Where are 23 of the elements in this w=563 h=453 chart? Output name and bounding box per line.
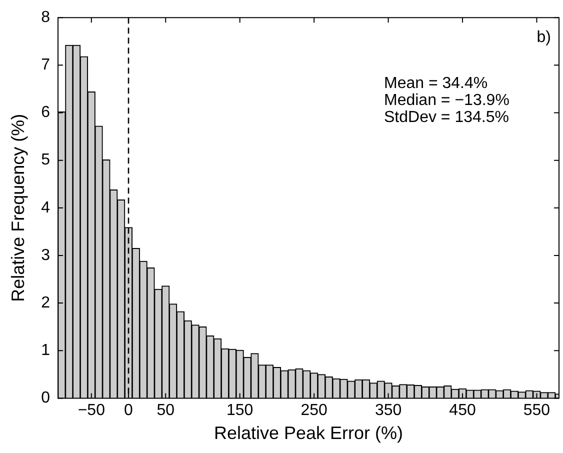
x-tick-label: 0 xyxy=(124,402,134,420)
annotation: b) xyxy=(536,29,551,46)
y-tick-label: 2 xyxy=(41,294,50,312)
y-tick-label: 0 xyxy=(41,390,50,407)
x-tick-label: 250 xyxy=(300,402,328,420)
annotation: Median = −13.9% xyxy=(384,92,510,110)
x-axis-title: Relative Peak Error (%) xyxy=(214,423,404,444)
x-tick-label: 350 xyxy=(374,402,402,420)
y-tick-label: 1 xyxy=(41,342,50,360)
y-tick-label: 4 xyxy=(41,199,50,216)
annotation: Mean = 34.4% xyxy=(384,75,488,92)
y-tick-label: 8 xyxy=(41,9,50,26)
y-axis-title: Relative Frequency (%) xyxy=(8,114,28,302)
y-tick-label: 3 xyxy=(41,246,50,264)
annotation: StdDev = 134.5% xyxy=(384,109,509,126)
x-tick-label: 550 xyxy=(523,402,550,420)
x-tick-label: 50 xyxy=(156,402,175,420)
x-tick-label: −50 xyxy=(78,402,106,420)
x-tick-label: 150 xyxy=(226,402,254,420)
x-tick-label: 450 xyxy=(449,402,476,420)
y-tick-label: 7 xyxy=(41,56,50,74)
y-tick-label: 6 xyxy=(41,104,50,122)
y-tick-label: 5 xyxy=(41,152,50,169)
